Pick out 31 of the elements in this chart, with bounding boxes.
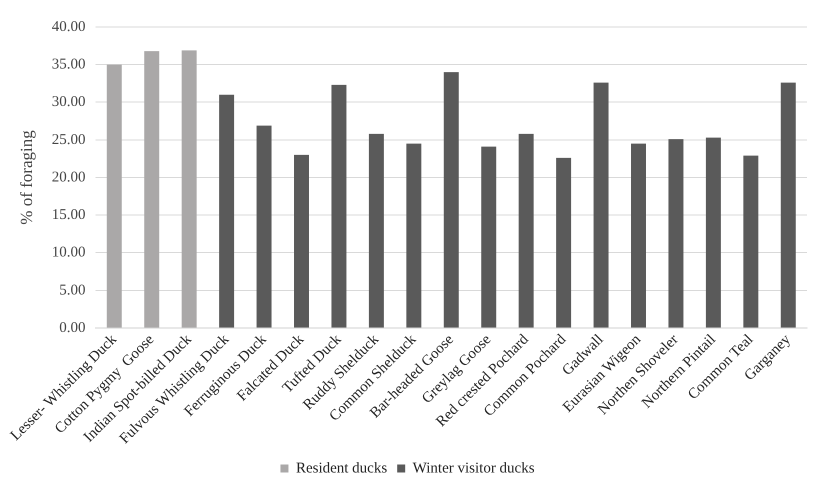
y-tick-label: 10.00 [52,244,86,261]
y-tick-label: 20.00 [52,169,86,186]
bar [144,51,160,328]
legend-label: Winter visitor ducks [412,460,535,476]
bar [182,50,197,328]
y-tick-label: 15.00 [52,207,86,224]
y-tick-label: 35.00 [52,56,86,73]
legend-label: Resident ducks [296,460,388,476]
y-tick-label: 0.00 [59,320,86,336]
y-axis-title: % of foraging [17,130,36,225]
bar [668,139,684,328]
bar [594,82,609,328]
bar [219,94,234,328]
bar [331,84,346,328]
y-tick-label: 40.00 [52,18,86,35]
y-tick-label: 25.00 [52,132,86,148]
bar [780,82,796,328]
bar [743,156,758,328]
bar [106,64,122,328]
bar [406,144,422,328]
bar [631,144,646,328]
bar [706,138,721,328]
bar [444,72,459,328]
y-tick-label: 30.00 [52,94,86,110]
bar [556,158,572,328]
bar [481,146,496,328]
bar [294,154,309,328]
bar [518,134,534,328]
bar [368,134,384,328]
y-tick-label: 5.00 [59,282,86,298]
bar [256,126,272,328]
